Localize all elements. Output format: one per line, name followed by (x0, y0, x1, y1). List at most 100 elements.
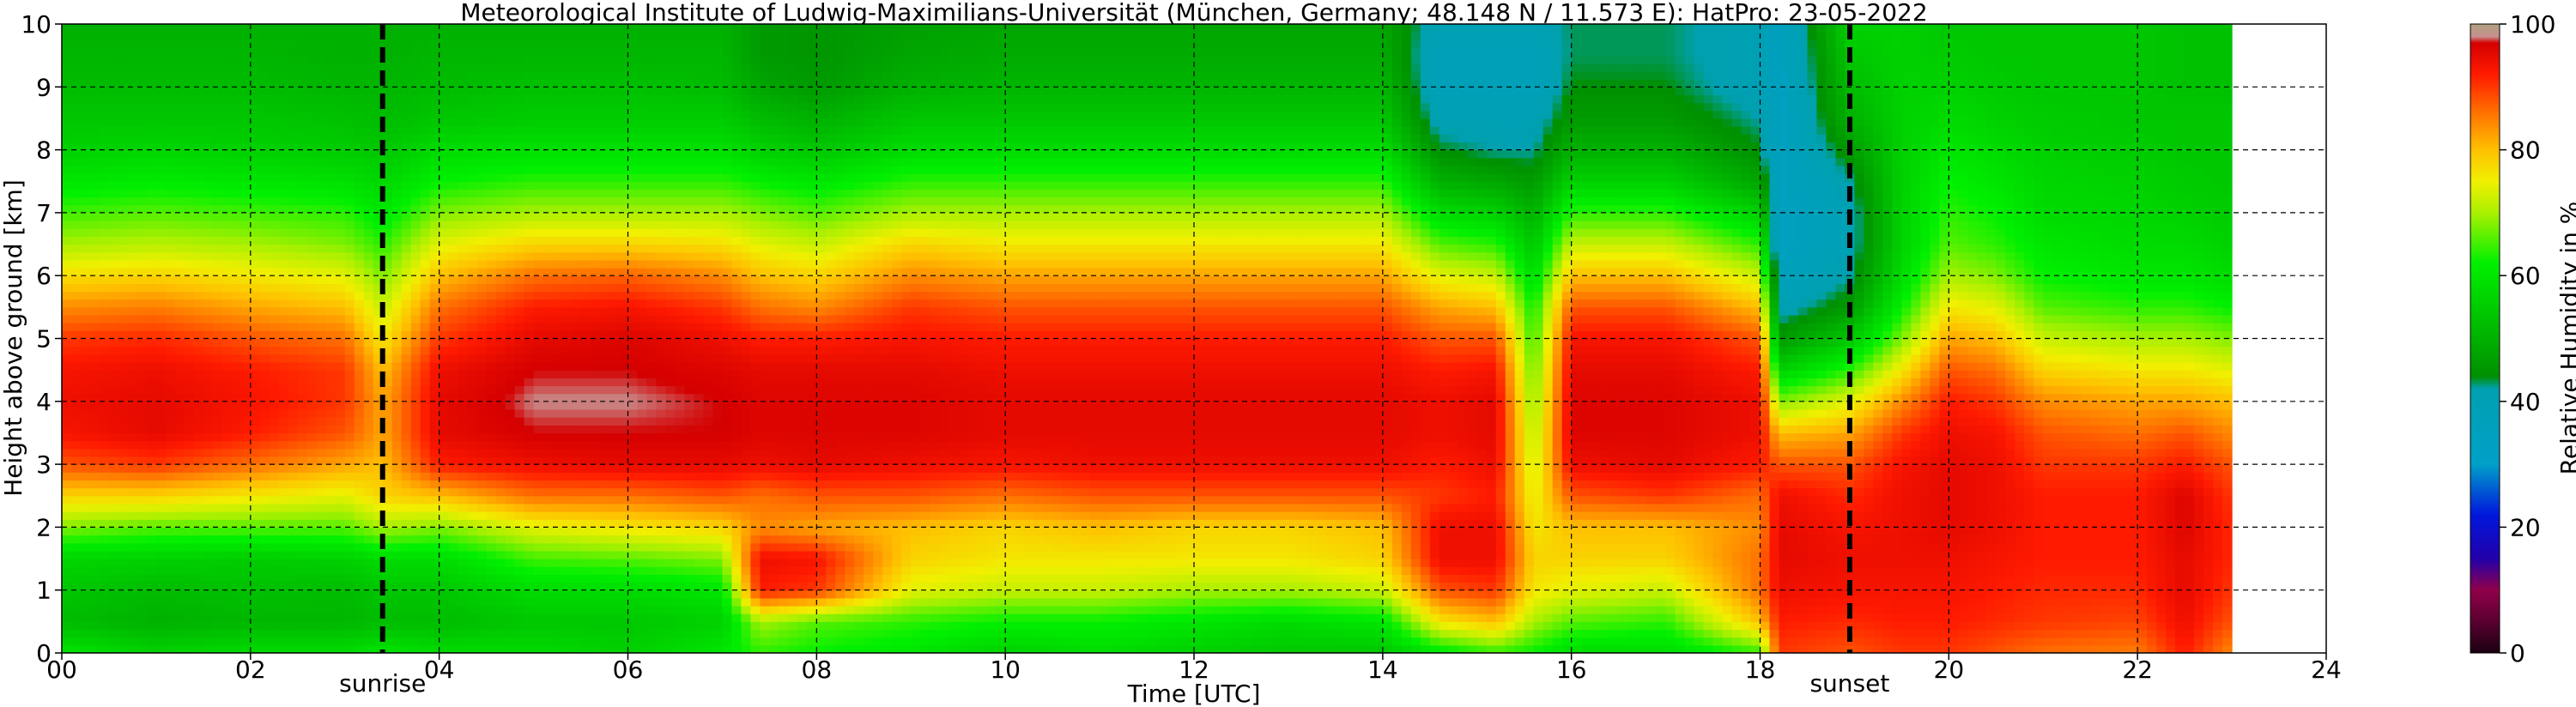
heatmap-cell (581, 449, 591, 457)
heatmap-cell (222, 126, 233, 135)
heatmap-cell (402, 598, 412, 607)
heatmap-cell (524, 213, 535, 221)
heatmap-cell (534, 543, 544, 552)
heatmap-cell (336, 590, 346, 599)
heatmap-cell (156, 613, 167, 622)
heatmap-cell (241, 252, 252, 261)
heatmap-cell (166, 166, 176, 174)
heatmap-cell (288, 275, 299, 284)
heatmap-cell (185, 173, 195, 182)
heatmap-cell (166, 315, 176, 323)
heatmap-cell (81, 402, 91, 410)
heatmap-cell (185, 150, 195, 159)
heatmap-cell (109, 323, 119, 331)
heatmap-cell (118, 134, 129, 142)
heatmap-cell (137, 638, 148, 646)
heatmap-cell (439, 39, 450, 48)
heatmap-cell (194, 543, 204, 552)
heatmap-cell (637, 347, 647, 355)
heatmap-cell (430, 103, 440, 112)
heatmap-cell (175, 511, 185, 520)
heatmap-cell (279, 236, 289, 245)
heatmap-cell (562, 417, 573, 426)
heatmap-cell (637, 134, 647, 142)
heatmap-cell (392, 441, 403, 450)
heatmap-cell (543, 638, 554, 646)
heatmap-cell (411, 339, 421, 347)
heatmap-cell (147, 197, 157, 206)
heatmap-cell (166, 621, 176, 630)
heatmap-cell (288, 511, 299, 520)
heatmap-cell (543, 417, 554, 426)
heatmap-cell (637, 236, 647, 245)
heatmap-cell (572, 252, 582, 261)
heatmap-cell (402, 275, 412, 284)
heatmap-cell (572, 464, 582, 473)
heatmap-cell (100, 613, 110, 622)
heatmap-cell (506, 519, 516, 528)
heatmap-cell (260, 275, 270, 284)
heatmap-cell (288, 488, 299, 497)
heatmap-cell (298, 449, 308, 457)
heatmap-cell (109, 385, 119, 394)
heatmap-cell (279, 504, 289, 512)
heatmap-cell (619, 613, 629, 622)
heatmap-cell (156, 63, 167, 72)
heatmap-cell (496, 519, 506, 528)
heatmap-cell (534, 402, 544, 410)
heatmap-cell (355, 39, 365, 48)
heatmap-cell (156, 638, 167, 646)
heatmap-cell (118, 480, 129, 488)
heatmap-cell (336, 323, 346, 331)
heatmap-cell (71, 79, 82, 88)
heatmap-cell (628, 511, 639, 520)
heatmap-cell (506, 236, 516, 245)
heatmap-cell (213, 260, 223, 269)
heatmap-cell (128, 504, 138, 512)
heatmap-cell (591, 613, 601, 622)
heatmap-cell (345, 292, 355, 300)
heatmap-cell (232, 535, 242, 544)
heatmap-cell (90, 347, 100, 355)
heatmap-cell (336, 645, 346, 654)
heatmap-cell (506, 166, 516, 174)
heatmap-cell (156, 574, 167, 583)
heatmap-cell (581, 166, 591, 174)
heatmap-cell (609, 583, 620, 591)
heatmap-cell (317, 315, 327, 323)
heatmap-cell (487, 150, 497, 159)
heatmap-cell (118, 519, 129, 528)
heatmap-cell (619, 150, 629, 159)
heatmap-cell (222, 221, 233, 229)
heatmap-cell (109, 559, 119, 567)
heatmap-cell (364, 315, 374, 323)
heatmap-cell (609, 173, 620, 182)
heatmap-cell (166, 496, 176, 505)
heatmap-cell (515, 362, 525, 371)
heatmap-cell (364, 464, 374, 473)
heatmap-cell (109, 606, 119, 614)
heatmap-cell (213, 347, 223, 355)
heatmap-cell (411, 142, 421, 150)
heatmap-cell (137, 315, 148, 323)
heatmap-cell (392, 252, 403, 261)
heatmap-cell (109, 472, 119, 480)
heatmap-cell (619, 213, 629, 221)
heatmap-cell (402, 260, 412, 269)
heatmap-cell (524, 488, 535, 497)
heatmap-cell (458, 63, 469, 72)
heatmap-cell (646, 362, 657, 371)
heatmap-cell (591, 551, 601, 559)
heatmap-cell (166, 583, 176, 591)
heatmap-cell (118, 638, 129, 646)
heatmap-cell (609, 559, 620, 567)
heatmap-cell (260, 519, 270, 528)
heatmap-cell (71, 63, 82, 72)
heatmap-cell (402, 432, 412, 441)
heatmap-cell (421, 339, 431, 347)
heatmap-cell (506, 606, 516, 614)
heatmap-cell (619, 292, 629, 300)
heatmap-cell (364, 111, 374, 119)
heatmap-cell (317, 63, 327, 72)
heatmap-cell (449, 339, 459, 347)
